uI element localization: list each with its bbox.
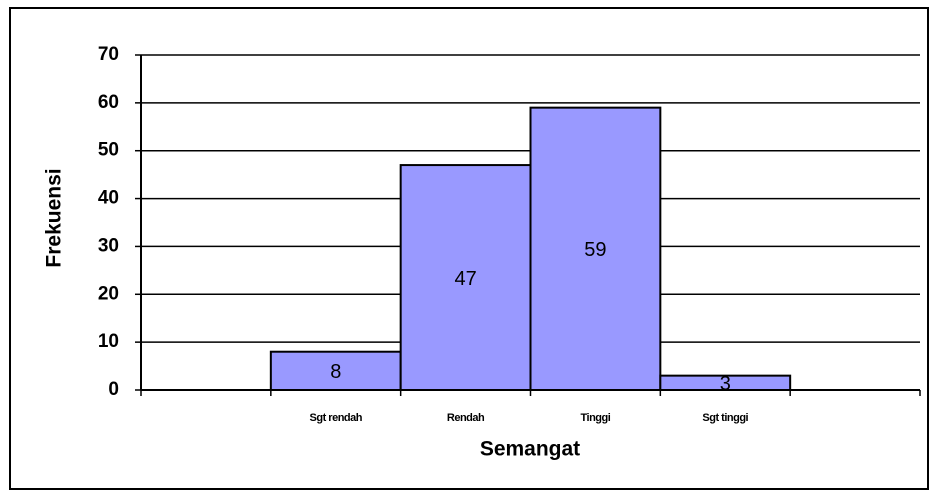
data-label: 8	[330, 361, 341, 383]
data-label: 59	[584, 239, 606, 261]
y-tick-label: 50	[98, 140, 119, 161]
x-tick-label: Rendah	[447, 412, 485, 424]
y-axis-title: Frekuensi	[43, 168, 66, 267]
x-axis-title: Semangat	[480, 438, 580, 461]
y-tick-label: 0	[108, 379, 119, 400]
y-tick-label: 40	[98, 188, 119, 209]
data-label: 3	[720, 373, 731, 395]
x-tick-label: Sgt rendah	[310, 412, 363, 424]
x-tick-label: Tinggi	[581, 412, 611, 424]
y-tick-label: 70	[98, 44, 119, 65]
bar	[399, 164, 532, 391]
x-tick-label: Sgt tinggi	[702, 412, 748, 424]
bar	[529, 106, 662, 392]
y-tick-label: 30	[98, 235, 119, 256]
y-tick-label: 60	[98, 92, 119, 113]
y-tick-label: 20	[98, 283, 119, 304]
y-tick-label: 10	[98, 331, 119, 352]
data-label: 47	[454, 268, 476, 290]
